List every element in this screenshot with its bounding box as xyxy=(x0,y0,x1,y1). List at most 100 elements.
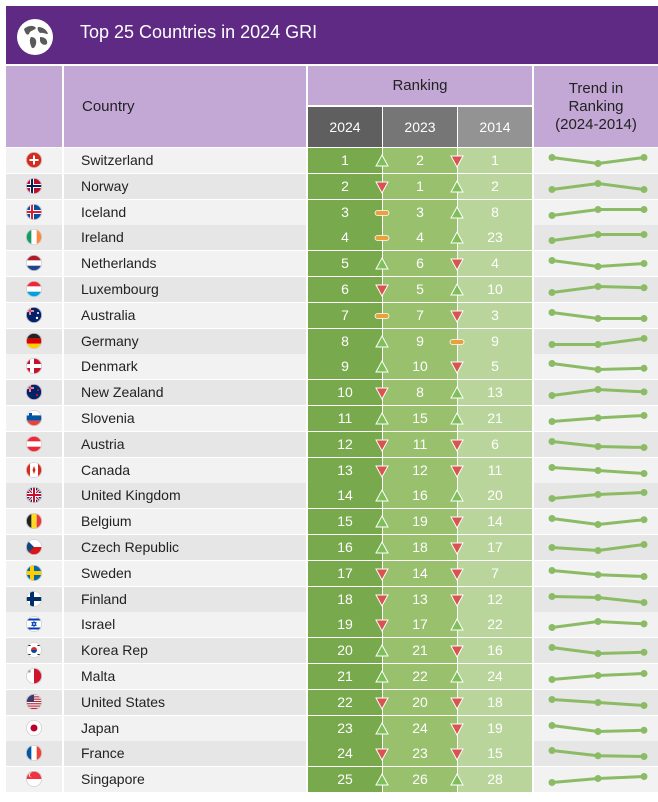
trend-cell xyxy=(534,225,658,250)
rank-2024-value: 20 xyxy=(337,642,353,658)
austria-flag-icon xyxy=(26,436,42,452)
flag-cell xyxy=(6,483,62,508)
rank-2014-value: 24 xyxy=(487,668,503,684)
country-cell: Slovenia xyxy=(64,406,306,431)
trend-cell xyxy=(534,200,658,225)
trend-cell xyxy=(534,509,658,534)
rank-2014-cell: 1 xyxy=(458,148,532,173)
luxembourg-flag-icon xyxy=(26,281,42,297)
trend-point xyxy=(640,620,648,628)
country-name: Singapore xyxy=(81,771,145,787)
rank-2024-cell: 10 xyxy=(308,380,382,405)
country-cell: Austria xyxy=(64,432,306,457)
malta-flag-icon xyxy=(26,668,42,684)
rank-2014-cell: 14 xyxy=(458,509,532,534)
country-cell: Sweden xyxy=(64,561,306,586)
trend-cell xyxy=(534,664,658,689)
norway-flag-icon xyxy=(26,178,42,194)
country-cell: Belgium xyxy=(64,509,306,534)
trend-point xyxy=(640,315,648,322)
rank-2024-cell: 8 xyxy=(308,329,382,354)
change-2023-vs-2014-up-indicator xyxy=(450,488,464,502)
trend-point xyxy=(640,599,648,606)
rank-2024-cell: 18 xyxy=(308,587,382,612)
trend-point xyxy=(640,284,648,292)
trend-sparkline xyxy=(548,747,648,760)
table-row: Iceland 3 3 8 xyxy=(0,200,658,225)
rank-2024-cell: 6 xyxy=(308,277,382,302)
change-2024-vs-2023-down-indicator xyxy=(375,465,389,479)
rank-2024-value: 3 xyxy=(341,204,349,220)
rank-2014-value: 10 xyxy=(487,281,503,297)
rank-2023-value: 13 xyxy=(412,591,428,607)
rank-2014-cell: 19 xyxy=(458,716,532,741)
flag-cell xyxy=(6,251,62,276)
switzerland-flag-icon xyxy=(26,152,42,168)
rank-2024-value: 17 xyxy=(337,565,353,581)
trend-cell xyxy=(534,354,658,379)
trend-sparkline xyxy=(548,644,648,657)
trend-point xyxy=(640,388,648,396)
flag-cell xyxy=(6,458,62,483)
trend-point xyxy=(548,624,556,631)
rank-2023-cell: 14 xyxy=(383,561,457,586)
trend-point xyxy=(594,775,602,782)
rank-2023-cell: 6 xyxy=(383,251,457,276)
trend-point xyxy=(548,438,556,445)
rank-2023-value: 5 xyxy=(416,281,424,297)
rank-2024-value: 18 xyxy=(337,591,353,607)
table-row: Sweden 17 14 7 xyxy=(0,561,658,586)
rank-2023-cell: 24 xyxy=(383,716,457,741)
table-row: United Kingdom 14 16 20 xyxy=(0,483,658,508)
trend-point xyxy=(594,366,602,373)
rank-2024-value: 10 xyxy=(337,384,353,400)
korea-flag-icon xyxy=(26,642,42,658)
rank-2023-cell: 12 xyxy=(383,458,457,483)
ranking-header: Ranking xyxy=(308,66,532,105)
flag-cell xyxy=(6,225,62,250)
table-row: Japan 23 24 19 xyxy=(0,716,658,741)
change-2024-vs-2023-down-indicator xyxy=(375,181,389,195)
country-header-label: Country xyxy=(82,98,135,115)
trend-point xyxy=(594,728,602,735)
rank-2023-cell: 3 xyxy=(383,200,457,225)
rank-2023-value: 12 xyxy=(412,462,428,478)
change-2023-vs-2014-down-indicator xyxy=(450,516,464,530)
trend-cell xyxy=(534,174,658,199)
trend-sparkline xyxy=(548,360,648,373)
trend-point xyxy=(548,309,556,316)
rank-2023-cell: 26 xyxy=(383,767,457,792)
rank-2014-value: 2 xyxy=(491,178,499,194)
change-2023-vs-2014-down-indicator xyxy=(450,361,464,375)
year-header-2014: 2014 xyxy=(458,107,532,147)
trend-point xyxy=(640,444,648,451)
country-cell: Iceland xyxy=(64,200,306,225)
trend-sparkline xyxy=(548,257,648,270)
flag-cell xyxy=(6,354,62,379)
table-row: Denmark 9 10 5 xyxy=(0,354,658,379)
trend-sparkline xyxy=(548,154,648,167)
trend-point xyxy=(640,260,648,267)
country-name: Ireland xyxy=(81,229,124,245)
iceland-flag-icon xyxy=(26,204,42,220)
trend-point xyxy=(640,753,648,760)
trend-cell xyxy=(534,587,658,612)
australia-flag-icon xyxy=(26,307,42,323)
change-2023-vs-2014-up-indicator xyxy=(450,772,464,786)
trend-point xyxy=(548,212,556,219)
rank-2014-cell: 4 xyxy=(458,251,532,276)
globe-icon xyxy=(17,19,53,55)
rank-2024-cell: 1 xyxy=(308,148,382,173)
denmark-flag-icon xyxy=(26,358,42,374)
rank-2023-cell: 9 xyxy=(383,329,457,354)
change-2023-vs-2014-down-indicator xyxy=(450,594,464,608)
rank-2014-value: 19 xyxy=(487,720,503,736)
change-2023-vs-2014-up-indicator xyxy=(450,411,464,425)
rank-2024-cell: 7 xyxy=(308,303,382,328)
change-2023-vs-2014-same-indicator xyxy=(449,339,465,345)
rank-2024-cell: 21 xyxy=(308,664,382,689)
year-header-2024: 2024 xyxy=(308,107,382,147)
rank-2024-cell: 24 xyxy=(308,741,382,766)
country-cell: Japan xyxy=(64,716,306,741)
rank-2023-value: 18 xyxy=(412,539,428,555)
